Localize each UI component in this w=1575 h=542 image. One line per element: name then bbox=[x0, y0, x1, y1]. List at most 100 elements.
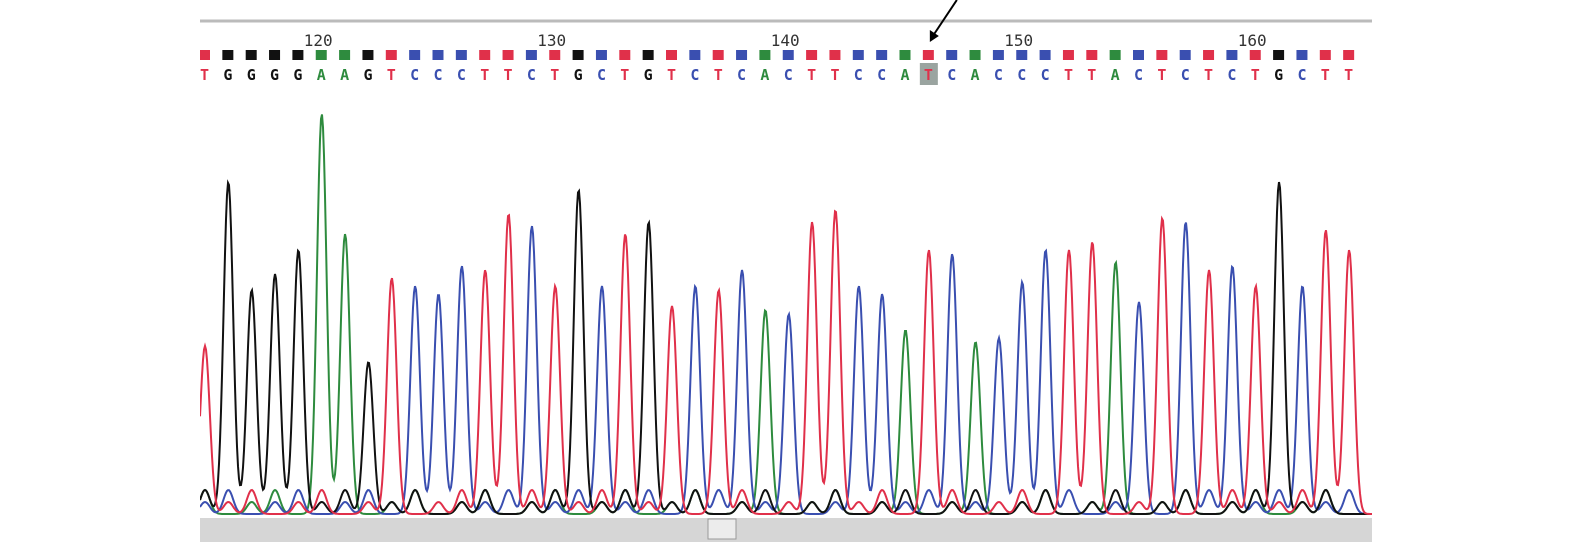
quality-box bbox=[1226, 50, 1238, 60]
base-call[interactable]: T bbox=[1087, 66, 1096, 84]
quality-box bbox=[1296, 50, 1308, 60]
base-call[interactable]: A bbox=[901, 66, 910, 84]
base-call[interactable]: G bbox=[270, 66, 279, 84]
quality-box bbox=[876, 50, 888, 60]
base-call[interactable]: G bbox=[293, 66, 302, 84]
base-call[interactable]: C bbox=[527, 66, 536, 84]
quality-box bbox=[1249, 50, 1261, 60]
arrow-head-icon bbox=[929, 30, 939, 42]
base-call[interactable]: T bbox=[1157, 66, 1166, 84]
base-call[interactable]: A bbox=[760, 66, 769, 84]
quality-box bbox=[1086, 50, 1098, 60]
quality-box bbox=[969, 50, 981, 60]
base-call[interactable]: T bbox=[1251, 66, 1260, 84]
pointer-arrow bbox=[932, 0, 958, 37]
base-call[interactable]: C bbox=[457, 66, 466, 84]
quality-box bbox=[619, 50, 631, 60]
position-label: 160 bbox=[1238, 31, 1267, 50]
base-call[interactable]: C bbox=[1297, 66, 1306, 84]
base-call[interactable]: T bbox=[1344, 66, 1353, 84]
base-call[interactable]: T bbox=[480, 66, 489, 84]
base-call[interactable]: C bbox=[737, 66, 746, 84]
position-label: 140 bbox=[771, 31, 800, 50]
base-call[interactable]: C bbox=[410, 66, 419, 84]
quality-box bbox=[572, 50, 584, 60]
quality-box bbox=[409, 50, 421, 60]
quality-box bbox=[689, 50, 701, 60]
base-call[interactable]: T bbox=[200, 66, 209, 84]
base-call[interactable]: T bbox=[620, 66, 629, 84]
quality-box bbox=[782, 50, 794, 60]
base-call[interactable]: C bbox=[1134, 66, 1143, 84]
base-call[interactable]: T bbox=[1321, 66, 1330, 84]
quality-box bbox=[1203, 50, 1215, 60]
quality-box bbox=[595, 50, 607, 60]
quality-box bbox=[829, 50, 841, 60]
quality-box bbox=[479, 50, 491, 60]
base-call[interactable]: T bbox=[1064, 66, 1073, 84]
base-call[interactable]: T bbox=[1204, 66, 1213, 84]
trace-C bbox=[200, 222, 1372, 515]
quality-box bbox=[1179, 50, 1191, 60]
base-call[interactable]: C bbox=[877, 66, 886, 84]
base-call[interactable]: C bbox=[1041, 66, 1050, 84]
base-call[interactable]: C bbox=[1017, 66, 1026, 84]
base-call[interactable]: C bbox=[994, 66, 1003, 84]
quality-box bbox=[1133, 50, 1144, 60]
quality-box bbox=[1039, 50, 1051, 60]
base-call[interactable]: A bbox=[1111, 66, 1120, 84]
base-call[interactable]: G bbox=[247, 66, 256, 84]
quality-box bbox=[525, 50, 537, 60]
quality-box bbox=[922, 50, 934, 60]
scrollbar-thumb[interactable] bbox=[707, 518, 737, 540]
quality-box bbox=[946, 50, 958, 60]
quality-box bbox=[1319, 50, 1331, 60]
base-call[interactable]: G bbox=[1274, 66, 1283, 84]
quality-box bbox=[736, 50, 748, 60]
quality-box bbox=[1016, 50, 1028, 60]
base-call[interactable]: C bbox=[597, 66, 606, 84]
base-call[interactable]: C bbox=[947, 66, 956, 84]
quality-box bbox=[549, 50, 561, 60]
quality-box bbox=[339, 50, 351, 60]
base-call[interactable]: T bbox=[924, 66, 933, 84]
quality-box bbox=[642, 50, 654, 60]
base-call[interactable]: T bbox=[830, 66, 839, 84]
base-call[interactable]: C bbox=[690, 66, 699, 84]
quality-box bbox=[1062, 50, 1074, 60]
quality-box bbox=[712, 50, 724, 60]
base-call[interactable]: G bbox=[644, 66, 653, 84]
base-call[interactable]: G bbox=[363, 66, 372, 84]
selected-base-highlight[interactable] bbox=[919, 63, 938, 85]
base-call[interactable]: T bbox=[550, 66, 559, 84]
quality-box bbox=[1273, 50, 1285, 60]
quality-box bbox=[315, 50, 327, 60]
base-call[interactable]: C bbox=[1181, 66, 1190, 84]
base-call[interactable]: T bbox=[504, 66, 513, 84]
base-call[interactable]: T bbox=[807, 66, 816, 84]
base-call[interactable]: T bbox=[387, 66, 396, 84]
quality-box bbox=[362, 50, 374, 60]
base-call[interactable]: C bbox=[1227, 66, 1236, 84]
quality-box bbox=[666, 50, 677, 60]
quality-box bbox=[200, 50, 210, 60]
base-call[interactable]: C bbox=[784, 66, 793, 84]
base-call[interactable]: G bbox=[223, 66, 232, 84]
base-call[interactable]: A bbox=[317, 66, 326, 84]
base-call[interactable]: C bbox=[854, 66, 863, 84]
position-label: 120 bbox=[304, 31, 333, 50]
quality-box bbox=[1109, 50, 1121, 60]
base-call[interactable]: T bbox=[714, 66, 723, 84]
quality-box bbox=[455, 50, 467, 60]
quality-box bbox=[269, 50, 281, 60]
base-call[interactable]: A bbox=[340, 66, 349, 84]
quality-box bbox=[432, 50, 444, 60]
base-call[interactable]: G bbox=[574, 66, 583, 84]
horizontal-scrollbar[interactable] bbox=[200, 518, 1372, 542]
base-call[interactable]: T bbox=[667, 66, 676, 84]
quality-box bbox=[759, 50, 771, 60]
base-call[interactable]: C bbox=[434, 66, 443, 84]
base-call[interactable]: A bbox=[971, 66, 980, 84]
